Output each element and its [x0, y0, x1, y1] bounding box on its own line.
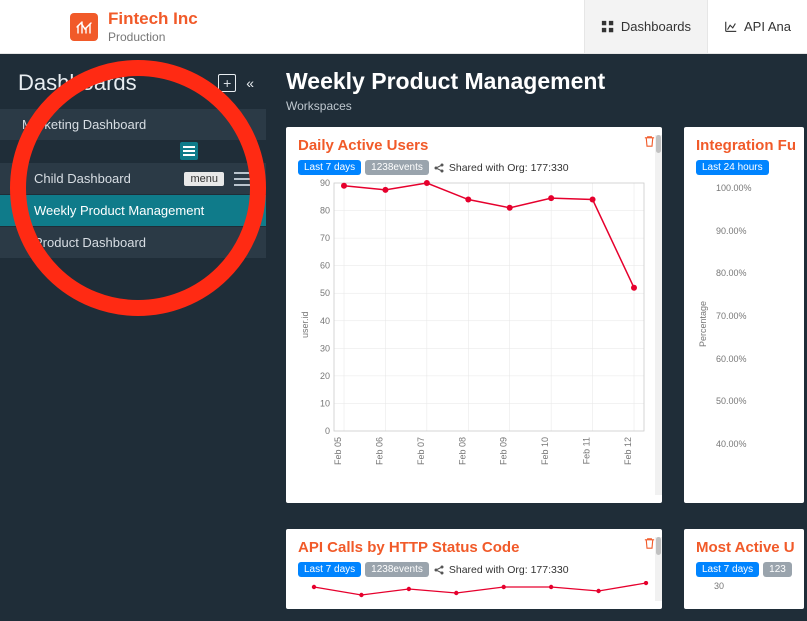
menu-chip[interactable]: menu [184, 172, 224, 186]
svg-text:30: 30 [320, 343, 330, 353]
sidebar-item-marketing[interactable]: Marketing Dashboard [0, 108, 266, 140]
nav-tab-label: API Ana [744, 19, 791, 34]
card-api-calls-status: API Calls by HTTP Status Code Last 7 day… [286, 529, 662, 609]
time-chip[interactable]: Last 24 hours [696, 160, 769, 175]
chart-ylabel: user.id [298, 179, 312, 471]
card-daily-active-users: Daily Active Users Last 7 days 1238event… [286, 127, 662, 503]
page-title: Weekly Product Management [286, 68, 807, 95]
org-env: Production [108, 30, 198, 44]
top-nav: Dashboards API Ana [584, 0, 807, 53]
nav-tab-api-analytics[interactable]: API Ana [707, 0, 807, 53]
sidebar-item-weekly-pm[interactable]: Weekly Product Management [0, 194, 266, 226]
svg-text:Feb 05: Feb 05 [333, 437, 343, 465]
svg-text:80: 80 [320, 206, 330, 216]
grid-icon [601, 20, 615, 34]
svg-text:Feb 06: Feb 06 [374, 437, 384, 465]
card-chips: Last 7 days 1238events Shared with Org: … [298, 160, 650, 175]
svg-text:Feb 11: Feb 11 [582, 437, 592, 464]
content: Weekly Product Management Workspaces Dai… [266, 54, 807, 621]
chart-ylabel: Percentage [696, 301, 710, 347]
share-icon [433, 162, 445, 174]
card-most-active-users: Most Active U Last 7 days 123 30 [684, 529, 804, 609]
shared-text: Shared with Org: 177:330 [449, 162, 569, 174]
drag-handle-icon[interactable] [180, 142, 198, 160]
main: Dashboards + « Marketing Dashboard Child… [0, 54, 807, 621]
cards-row-2: API Calls by HTTP Status Code Last 7 day… [286, 529, 807, 609]
dau-chart: 0 10 20 30 40 50 60 70 80 90 Feb 05 Feb 06 Feb 07 Feb… [312, 179, 650, 471]
svg-text:50: 50 [320, 288, 330, 298]
page-subtitle: Workspaces [286, 99, 807, 113]
add-dashboard-button[interactable]: + [218, 74, 236, 92]
sidebar-item-label: Marketing Dashboard [22, 117, 146, 132]
sidebar-item-label: Product Dashboard [34, 235, 146, 250]
svg-text:20: 20 [320, 371, 330, 381]
svg-text:40: 40 [320, 316, 330, 326]
sidebar-item-label: Child Dashboard [34, 171, 131, 186]
nav-tab-dashboards[interactable]: Dashboards [584, 0, 707, 53]
time-chip[interactable]: Last 7 days [298, 160, 361, 175]
svg-text:70: 70 [320, 233, 330, 243]
app-header: Fintech Inc Production Dashboards API An… [0, 0, 807, 54]
ytick-top: 30 [714, 581, 792, 591]
sidebar: Dashboards + « Marketing Dashboard Child… [0, 54, 266, 621]
share-icon [433, 564, 445, 576]
scrollbar[interactable] [655, 537, 662, 601]
svg-text:0: 0 [325, 426, 330, 436]
events-chip[interactable]: 1238events [365, 562, 429, 577]
sidebar-item-child[interactable]: Child Dashboard menu [0, 162, 266, 194]
svg-text:Feb 08: Feb 08 [457, 437, 467, 465]
collapse-sidebar-button[interactable]: « [246, 75, 254, 91]
sidebar-item-label: Weekly Product Management [34, 203, 204, 218]
drag-handle-icon[interactable] [234, 172, 252, 186]
pct-axis: 100.00%90.00%80.00%70.00%60.00%50.00%40.… [710, 179, 752, 469]
sidebar-item-product[interactable]: Product Dashboard [0, 226, 266, 258]
shared-text: Shared with Org: 177:330 [449, 564, 569, 576]
svg-text:Feb 12: Feb 12 [623, 437, 633, 465]
card-title: Integration Fu [696, 137, 792, 154]
card-title: API Calls by HTTP Status Code [298, 539, 650, 556]
card-title: Most Active U [696, 539, 792, 556]
card-integration-funnel: Integration Fu Last 24 hours Percentage … [684, 127, 804, 503]
org-name: Fintech Inc [108, 9, 198, 29]
time-chip[interactable]: Last 7 days [696, 562, 759, 577]
drag-handle-row [0, 140, 266, 162]
org-logo [70, 13, 98, 41]
scrollbar[interactable] [655, 135, 662, 495]
cards-row-1: Daily Active Users Last 7 days 1238event… [286, 127, 807, 503]
sidebar-header: Dashboards + « [0, 70, 266, 108]
svg-text:Feb 10: Feb 10 [540, 437, 550, 465]
org-block: Fintech Inc Production [108, 9, 198, 44]
time-chip[interactable]: Last 7 days [298, 562, 361, 577]
events-chip[interactable]: 123 [763, 562, 792, 577]
card-title: Daily Active Users [298, 137, 650, 154]
api-chart-preview [310, 581, 650, 599]
svg-text:Feb 07: Feb 07 [416, 437, 426, 465]
sidebar-title: Dashboards [18, 70, 137, 96]
svg-text:60: 60 [320, 261, 330, 271]
svg-text:10: 10 [320, 398, 330, 408]
events-chip[interactable]: 1238events [365, 160, 429, 175]
nav-tab-label: Dashboards [621, 19, 691, 34]
svg-text:Feb 09: Feb 09 [499, 437, 509, 465]
chart-icon [724, 20, 738, 34]
svg-text:90: 90 [320, 179, 330, 188]
